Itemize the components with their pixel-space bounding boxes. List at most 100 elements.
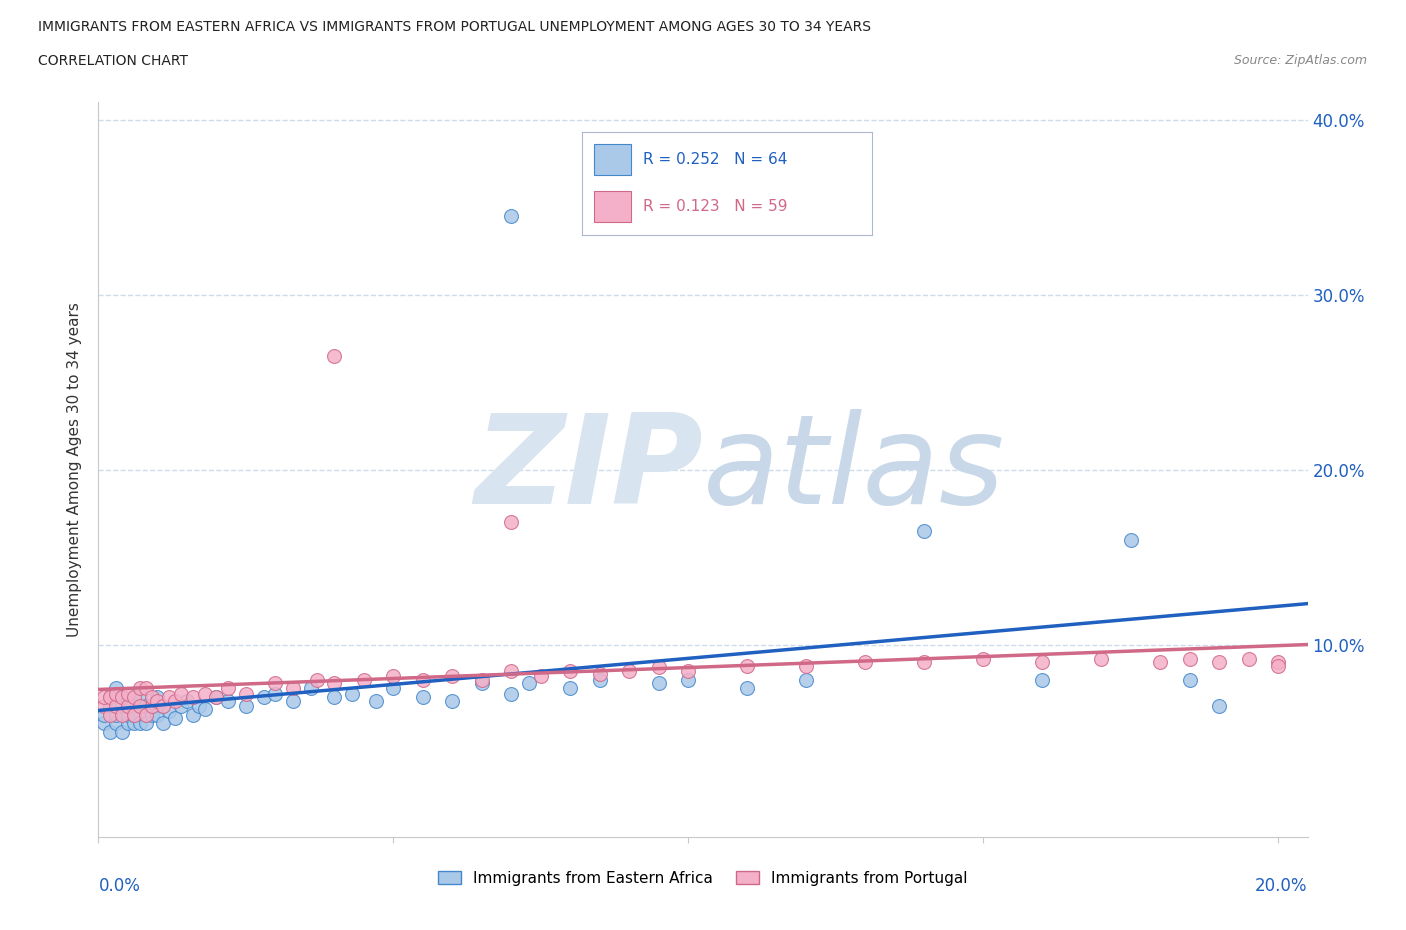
Point xyxy=(105,681,128,696)
Point xyxy=(128,698,150,713)
Point xyxy=(648,675,671,690)
Point xyxy=(501,663,523,678)
Point xyxy=(141,698,163,713)
Point xyxy=(264,686,287,701)
Point xyxy=(972,651,994,666)
Point xyxy=(364,693,387,708)
Point xyxy=(98,724,121,739)
Text: 20.0%: 20.0% xyxy=(1256,877,1308,896)
Point xyxy=(122,707,145,722)
Point xyxy=(235,686,257,701)
Text: 0.0%: 0.0% xyxy=(98,877,141,896)
Point xyxy=(794,672,817,687)
Point xyxy=(735,658,758,673)
Point xyxy=(111,690,134,705)
Point xyxy=(93,690,115,705)
Point xyxy=(1149,655,1171,670)
Point xyxy=(141,690,163,705)
Point xyxy=(235,698,257,713)
Point xyxy=(1208,698,1230,713)
Point xyxy=(281,693,304,708)
Point xyxy=(205,690,228,705)
Point xyxy=(560,663,582,678)
Point xyxy=(412,672,434,687)
Point xyxy=(340,686,363,701)
Point xyxy=(1267,655,1289,670)
Point xyxy=(117,716,139,731)
Point xyxy=(122,707,145,722)
Point xyxy=(152,698,174,713)
Point xyxy=(678,663,700,678)
Point xyxy=(105,707,128,722)
Point xyxy=(135,681,157,696)
Point xyxy=(194,686,217,701)
Point xyxy=(1178,651,1201,666)
Point xyxy=(117,698,139,713)
Point xyxy=(264,675,287,690)
Point xyxy=(98,707,121,722)
Point xyxy=(501,208,523,223)
Point xyxy=(176,693,198,708)
Point xyxy=(217,681,239,696)
Point xyxy=(105,686,128,701)
Point xyxy=(122,690,145,705)
Point xyxy=(170,686,193,701)
Point xyxy=(135,707,157,722)
Point xyxy=(735,681,758,696)
Point xyxy=(589,672,612,687)
Point xyxy=(128,698,150,713)
Point xyxy=(678,672,700,687)
Point xyxy=(170,698,193,713)
Point xyxy=(1031,672,1053,687)
Point xyxy=(1090,651,1112,666)
Point xyxy=(853,655,876,670)
Point xyxy=(1031,655,1053,670)
Point xyxy=(382,669,405,684)
Point xyxy=(135,716,157,731)
Point xyxy=(1208,655,1230,670)
Point xyxy=(299,681,322,696)
Point xyxy=(912,524,935,538)
Point xyxy=(157,690,180,705)
Legend: Immigrants from Eastern Africa, Immigrants from Portugal: Immigrants from Eastern Africa, Immigran… xyxy=(432,865,974,892)
Point xyxy=(117,686,139,701)
Point xyxy=(412,690,434,705)
Point xyxy=(517,675,540,690)
Point xyxy=(122,690,145,705)
Text: Source: ZipAtlas.com: Source: ZipAtlas.com xyxy=(1233,54,1367,67)
Point xyxy=(1237,651,1260,666)
Point xyxy=(382,681,405,696)
Point xyxy=(501,514,523,529)
Point xyxy=(560,681,582,696)
Point xyxy=(353,672,375,687)
Point xyxy=(98,698,121,713)
Point xyxy=(165,693,187,708)
Point xyxy=(146,707,169,722)
Point xyxy=(135,707,157,722)
Point xyxy=(441,693,464,708)
Point xyxy=(141,707,163,722)
Text: IMMIGRANTS FROM EASTERN AFRICA VS IMMIGRANTS FROM PORTUGAL UNEMPLOYMENT AMONG AG: IMMIGRANTS FROM EASTERN AFRICA VS IMMIGR… xyxy=(38,20,870,34)
Point xyxy=(152,698,174,713)
Point xyxy=(122,716,145,731)
Point xyxy=(111,698,134,713)
Point xyxy=(281,681,304,696)
Point xyxy=(501,686,523,701)
Point xyxy=(471,675,494,690)
Y-axis label: Unemployment Among Ages 30 to 34 years: Unemployment Among Ages 30 to 34 years xyxy=(67,302,83,637)
Text: CORRELATION CHART: CORRELATION CHART xyxy=(38,54,188,68)
Point xyxy=(305,672,328,687)
Point xyxy=(441,669,464,684)
Point xyxy=(205,690,228,705)
Point xyxy=(794,658,817,673)
Point xyxy=(648,660,671,675)
Point xyxy=(111,707,134,722)
Point xyxy=(105,698,128,713)
Point xyxy=(912,655,935,670)
Point xyxy=(117,707,139,722)
Point xyxy=(141,698,163,713)
Point xyxy=(98,690,121,705)
Point xyxy=(181,690,204,705)
Point xyxy=(217,693,239,708)
Point xyxy=(128,681,150,696)
